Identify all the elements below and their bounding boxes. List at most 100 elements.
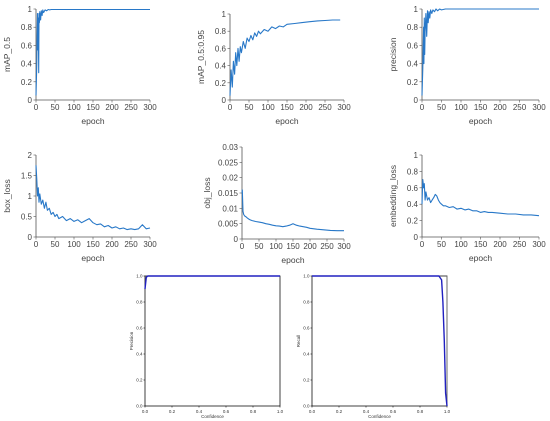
y-tick-label: 1.5 xyxy=(21,172,33,181)
y-tick-label: 0.005 xyxy=(218,220,239,229)
x-tick-label: 0.8 xyxy=(250,409,257,414)
x-tick-label: 0.4 xyxy=(363,409,370,414)
y-tick-label: 1 xyxy=(28,5,33,14)
y-axis-label: Precision xyxy=(129,331,134,350)
y-axis-label: precision xyxy=(388,37,398,71)
x-tick-label: 150 xyxy=(86,240,100,249)
x-tick-label: 1.0 xyxy=(444,409,451,414)
series-line-1 xyxy=(241,189,344,232)
x-tick-label: 150 xyxy=(280,103,294,112)
chart-embloss: 0 50 100 150 200 250 300 0 0.2 0.4 0.6 0.8 1 epoch emb… xyxy=(388,151,546,263)
x-tick-label: 250 xyxy=(318,103,332,112)
x-tick-label: 100 xyxy=(67,240,81,249)
x-tick-label: 50 xyxy=(245,103,254,112)
x-tick-label: 150 xyxy=(86,103,100,112)
chart-precconf: 0.0 0.2 0.4 0.6 0.8 1.0 0.0 0.2 0.4 0.6 0.8 1.0 Conf… xyxy=(129,274,284,420)
y-tick-label: 0.2 xyxy=(407,217,419,226)
y-tick-label: 0.5 xyxy=(21,213,33,222)
chart-recconf: 0.0 0.2 0.4 0.6 0.8 1.0 0.0 0.2 0.4 0.6 0.8 1.0 Conf… xyxy=(296,274,451,420)
y-tick-label: 0.8 xyxy=(215,27,227,36)
x-tick-label: 250 xyxy=(513,240,527,249)
x-tick-label: 200 xyxy=(493,240,507,249)
y-tick-label: 1.0 xyxy=(136,274,143,279)
x-axis-label: epoch xyxy=(469,253,492,263)
y-tick-label: 1 xyxy=(414,5,419,14)
x-tick-label: 300 xyxy=(532,103,546,112)
x-axis-label: epoch xyxy=(81,253,104,263)
y-tick-label: 0 xyxy=(28,96,33,105)
x-tick-label: 0.0 xyxy=(142,409,149,414)
x-tick-label: 100 xyxy=(454,240,468,249)
y-tick-label: 0.6 xyxy=(215,44,227,53)
plot-frame xyxy=(144,275,281,407)
plot-frame xyxy=(311,275,448,407)
x-tick-label: 200 xyxy=(105,240,119,249)
y-tick-label: 0.0 xyxy=(136,404,143,409)
x-axis-label: Confidence xyxy=(201,414,224,419)
x-tick-label: 0.0 xyxy=(309,409,316,414)
x-tick-label: 1.0 xyxy=(277,409,284,414)
x-tick-label: 100 xyxy=(67,103,81,112)
x-axis-label: epoch xyxy=(275,116,298,126)
x-tick-label: 0 xyxy=(34,103,39,112)
y-tick-label: 0.4 xyxy=(136,352,143,357)
y-axis-label: embedding_loss xyxy=(388,165,398,227)
y-tick-label: 0 xyxy=(28,233,33,242)
y-tick-label: 0.6 xyxy=(303,326,310,331)
x-tick-label: 150 xyxy=(474,240,488,249)
y-tick-label: 0.015 xyxy=(218,189,239,198)
y-axis-label: mAP_0.5 xyxy=(2,37,12,72)
x-tick-label: 0.2 xyxy=(169,409,176,414)
y-axis-label: box_loss xyxy=(2,179,12,213)
y-tick-label: 0.0 xyxy=(303,404,310,409)
series-line-1 xyxy=(35,165,151,231)
x-tick-label: 0 xyxy=(240,242,245,251)
y-tick-label: 1 xyxy=(222,10,227,19)
y-tick-label: 0.6 xyxy=(21,41,33,50)
x-tick-label: 0.2 xyxy=(336,409,343,414)
y-tick-label: 0 xyxy=(414,233,419,242)
x-tick-label: 250 xyxy=(124,240,138,249)
y-tick-label: 1 xyxy=(28,192,33,201)
x-tick-label: 0 xyxy=(228,103,233,112)
x-tick-label: 150 xyxy=(474,103,488,112)
chart-precision: 0 50 100 150 200 250 300 0 0.2 0.4 0.6 0.8 1 epoch pre… xyxy=(388,5,546,126)
y-tick-label: 0.03 xyxy=(222,143,238,152)
x-tick-label: 250 xyxy=(124,103,138,112)
y-tick-label: 0.4 xyxy=(303,352,310,357)
y-axis-label: Recall xyxy=(296,335,301,348)
x-tick-label: 50 xyxy=(255,242,264,251)
series-line-1 xyxy=(144,275,280,290)
y-axis-label: obj_loss xyxy=(202,177,212,208)
x-tick-label: 100 xyxy=(261,103,275,112)
chart-map0595: 0 50 100 150 200 250 300 0 0.2 0.4 0.6 0.8 1 epoch mAP… xyxy=(196,10,351,126)
x-tick-label: 300 xyxy=(337,242,351,251)
x-tick-label: 100 xyxy=(269,242,283,251)
series-line-1 xyxy=(421,179,540,217)
x-tick-label: 0.8 xyxy=(417,409,424,414)
x-axis-label: epoch xyxy=(469,116,492,126)
chart-map05: 0 50 100 150 200 250 300 0 0.2 0.4 0.6 0.8 1 epoch mAP… xyxy=(2,5,157,126)
y-tick-label: 0.2 xyxy=(136,378,143,383)
x-tick-label: 50 xyxy=(437,240,446,249)
y-tick-label: 0.2 xyxy=(21,78,33,87)
x-tick-label: 300 xyxy=(143,240,157,249)
x-tick-label: 200 xyxy=(303,242,317,251)
y-tick-label: 0 xyxy=(414,96,419,105)
y-tick-label: 0.6 xyxy=(407,184,419,193)
series-line-1 xyxy=(229,19,341,96)
x-tick-label: 300 xyxy=(532,240,546,249)
y-tick-label: 0.4 xyxy=(215,62,227,71)
y-tick-label: 0.01 xyxy=(222,204,238,213)
series-line-1 xyxy=(421,8,539,96)
x-axis-label: Confidence xyxy=(368,414,391,419)
x-tick-label: 200 xyxy=(299,103,313,112)
x-tick-label: 0.6 xyxy=(223,409,230,414)
y-axis-label: mAP_0.5:0.95 xyxy=(196,30,206,84)
x-tick-label: 200 xyxy=(493,103,507,112)
x-tick-label: 100 xyxy=(454,103,468,112)
y-tick-label: 0.8 xyxy=(407,167,419,176)
x-axis-label: epoch xyxy=(281,255,304,265)
y-tick-label: 0.2 xyxy=(215,79,227,88)
